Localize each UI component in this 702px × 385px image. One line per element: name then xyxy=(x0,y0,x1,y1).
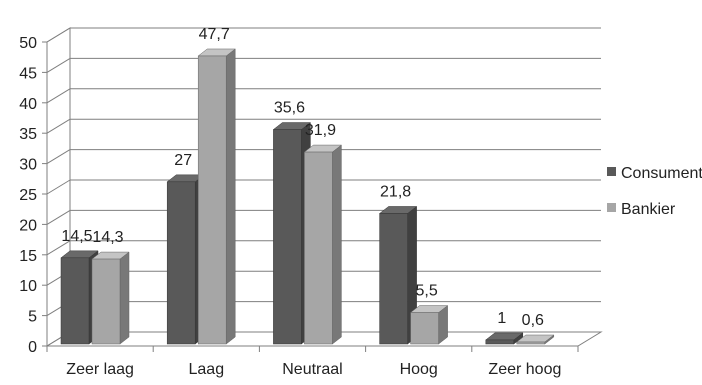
bar-bankier-zeer-hoog xyxy=(516,334,555,345)
gridline-side xyxy=(46,149,71,165)
bar-bankier-hoog xyxy=(409,305,449,345)
bar-consument-zeer-hoog xyxy=(485,332,524,345)
gridline-side xyxy=(46,118,71,134)
y-tick-label: 45 xyxy=(19,65,37,82)
bars xyxy=(60,48,555,345)
y-tick-label: 10 xyxy=(19,278,37,295)
x-tick-label: Zeer hoog xyxy=(488,361,561,378)
x-tick-label: Neutraal xyxy=(282,361,342,378)
y-tick-label: 0 xyxy=(28,339,37,356)
gridline-side xyxy=(46,209,71,225)
x-tick-label: Zeer laag xyxy=(66,361,134,378)
data-label: 31,9 xyxy=(305,122,336,139)
y-axis-ticks: 0 5 10 15 20 25 30 35 40 45 50 xyxy=(19,35,47,356)
gridline-side xyxy=(46,57,71,73)
x-tick-label: Laag xyxy=(189,361,225,378)
x-axis: Zeer laag Laag Neutraal Hoog Zeer hoog xyxy=(46,345,579,378)
x-tick-label: Hoog xyxy=(400,361,438,378)
data-label: 1 xyxy=(497,310,506,327)
data-labels: 14,5 14,3 27 47,7 35,631,9 21,8 5,5 1 0,6 xyxy=(61,26,544,329)
data-label: 35,6 xyxy=(274,100,305,117)
gridline-side xyxy=(46,27,71,43)
y-tick-label: 15 xyxy=(19,248,37,265)
data-label: 0,6 xyxy=(522,312,544,329)
legend-label-bankier: Bankier xyxy=(621,201,676,218)
y-tick-label: 30 xyxy=(19,157,37,174)
y-tick-label: 35 xyxy=(19,126,37,143)
data-label: 21,8 xyxy=(380,183,411,200)
gridline-side xyxy=(46,179,71,195)
bar-bankier-neutraal xyxy=(303,144,343,345)
gridline-side xyxy=(46,88,71,104)
gridline-side xyxy=(46,240,71,256)
y-tick-label: 20 xyxy=(19,217,37,234)
data-label: 14,5 xyxy=(61,228,92,245)
legend: Consument Bankier xyxy=(607,165,702,218)
legend-label-consument: Consument xyxy=(621,165,702,182)
y-tick-label: 25 xyxy=(19,187,37,204)
bar-bankier-zeer-laag xyxy=(91,251,130,345)
legend-swatch-consument xyxy=(607,167,616,176)
data-label: 47,7 xyxy=(199,26,230,43)
data-label: 27 xyxy=(174,152,192,169)
bar-bankier-laag xyxy=(197,48,236,345)
y-tick-label: 5 xyxy=(28,309,37,326)
data-label: 5,5 xyxy=(415,283,437,300)
y-tick-label: 50 xyxy=(19,35,37,52)
data-label: 14,3 xyxy=(92,229,123,246)
legend-swatch-bankier xyxy=(607,203,616,212)
y-tick-label: 40 xyxy=(19,96,37,113)
